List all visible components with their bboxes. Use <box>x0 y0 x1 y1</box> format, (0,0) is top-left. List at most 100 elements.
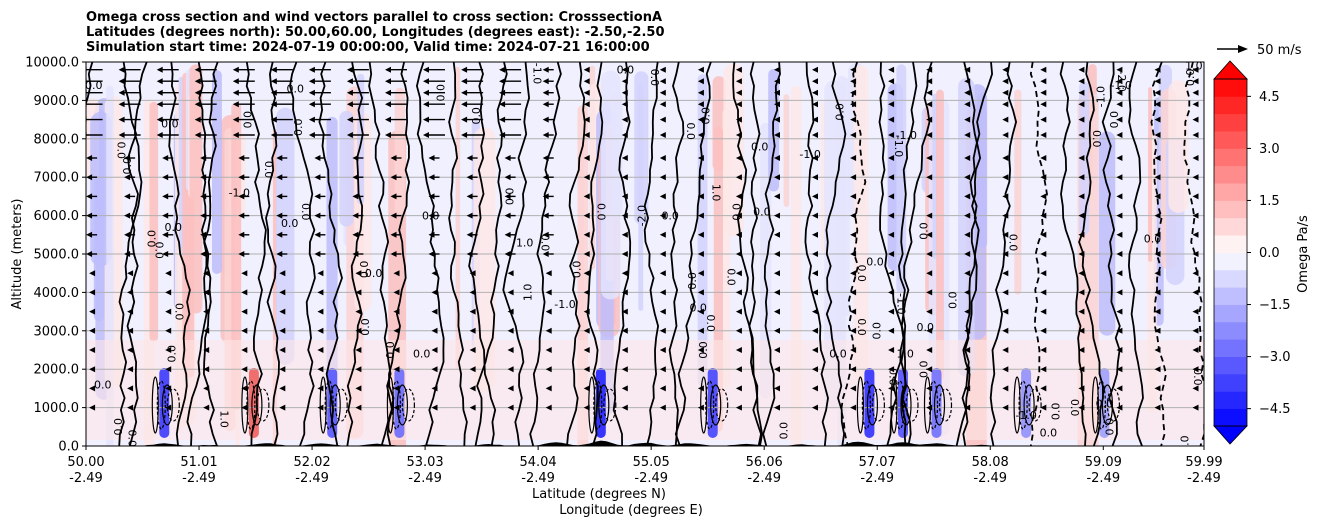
wind-vector-head <box>499 78 506 85</box>
wind-vector-head <box>926 347 933 353</box>
wind-vector <box>545 289 552 296</box>
wind-vector <box>507 347 514 353</box>
wind-vector <box>697 231 704 238</box>
wind-vector <box>812 385 818 392</box>
wind-vector <box>812 66 818 73</box>
wind-vector <box>774 212 780 219</box>
contour-label: 0.0 <box>94 378 112 391</box>
wind-vector-head <box>774 132 780 138</box>
wind-vector <box>127 270 134 277</box>
wind-vector <box>89 289 96 296</box>
wind-vector-head <box>124 251 131 257</box>
wind-vector-head <box>279 366 286 373</box>
wind-vector <box>1192 116 1199 123</box>
wind-vector <box>621 132 628 138</box>
wind-vector <box>466 251 478 257</box>
wind-vector-head <box>888 404 895 411</box>
wind-vector <box>507 404 514 411</box>
wind-vector <box>1002 327 1009 334</box>
wind-vector <box>583 366 590 373</box>
wind-vector-head <box>1040 193 1047 200</box>
wind-vector-head <box>812 155 818 161</box>
wind-vector-head <box>127 270 134 277</box>
wind-vector <box>270 66 293 73</box>
contour-label: 0.0 <box>594 203 607 221</box>
wind-vector-head <box>583 231 590 238</box>
wind-vector-head <box>124 212 131 219</box>
wind-vector-head <box>317 385 324 392</box>
wind-vector <box>431 308 438 315</box>
wind-vector-head <box>964 404 971 411</box>
wind-vector-head <box>850 174 857 181</box>
wind-vector-head <box>1116 327 1123 334</box>
wind-vector <box>165 308 172 315</box>
wind-vector <box>1192 212 1199 219</box>
omega-contour-line <box>900 62 933 446</box>
wind-vector-head <box>346 132 353 138</box>
wind-vector-head <box>1154 89 1161 96</box>
wind-vector <box>279 385 286 392</box>
wind-vector-head <box>1078 116 1085 123</box>
wind-vector <box>812 270 818 277</box>
wind-vector-head <box>1078 101 1085 108</box>
wind-vector-head <box>1002 308 1009 315</box>
contour-label: 0.0 <box>1184 69 1197 87</box>
wind-vector <box>964 155 971 161</box>
wind-vector <box>697 308 704 315</box>
wind-vector-head <box>200 212 207 219</box>
omega-intense-cell <box>707 368 718 438</box>
wind-vector-head <box>659 155 666 161</box>
wind-vector-head <box>1192 89 1199 96</box>
contour-label: 0.0 <box>292 119 305 137</box>
wind-vector <box>279 366 286 373</box>
wind-vector-head <box>162 174 169 181</box>
wind-vector <box>542 251 554 257</box>
wind-vector <box>812 289 818 296</box>
wind-vector <box>926 212 933 219</box>
wind-vector-head <box>697 366 704 373</box>
wind-vector-head <box>308 101 315 108</box>
contour-label: 0.0 <box>242 111 255 129</box>
wind-vector <box>428 231 440 238</box>
omega-contour-line <box>1101 62 1121 446</box>
wind-vector-head <box>504 231 511 238</box>
wind-vector-head <box>124 174 131 181</box>
omega-shading-band <box>697 74 708 387</box>
wind-vector <box>1040 89 1047 96</box>
wind-vector <box>545 270 552 277</box>
wind-vector-head <box>964 270 971 277</box>
contour-label: 0.0 <box>299 203 312 221</box>
wind-vector-head <box>1040 347 1047 353</box>
colorbar-band <box>1214 131 1247 149</box>
wind-vector <box>314 174 326 181</box>
wind-vector <box>888 116 895 123</box>
wind-vector-head <box>1154 78 1161 85</box>
wind-vector <box>850 366 857 373</box>
contour-label: 0.0 <box>1096 398 1114 411</box>
wind-vector-head <box>850 289 857 296</box>
wind-vector <box>659 116 666 123</box>
wind-vector <box>1192 308 1199 315</box>
wind-vector-head <box>118 66 125 73</box>
wind-vector-head <box>466 212 473 219</box>
wind-vector <box>232 116 255 123</box>
wind-vector <box>393 366 400 373</box>
wind-vector-head <box>118 78 125 85</box>
wind-vector <box>1116 270 1123 277</box>
colorbar-band <box>1214 356 1247 375</box>
wind-vector-head <box>774 78 780 85</box>
wind-vector-head <box>156 89 163 96</box>
wind-vector-head <box>735 78 742 85</box>
wind-vector-head <box>735 327 742 334</box>
wind-vector-head <box>926 155 933 161</box>
x-tick-label-longitude: -2.49 <box>860 471 894 486</box>
wind-vector <box>888 289 895 296</box>
wind-vector-head <box>964 155 971 161</box>
wind-vector-head <box>621 132 628 138</box>
wind-vector <box>89 404 96 411</box>
colorbar-extend-low <box>1213 425 1248 445</box>
wind-vector <box>499 78 522 85</box>
wind-vector <box>1154 212 1161 219</box>
wind-vector-head <box>355 327 362 334</box>
wind-vector <box>270 89 293 96</box>
